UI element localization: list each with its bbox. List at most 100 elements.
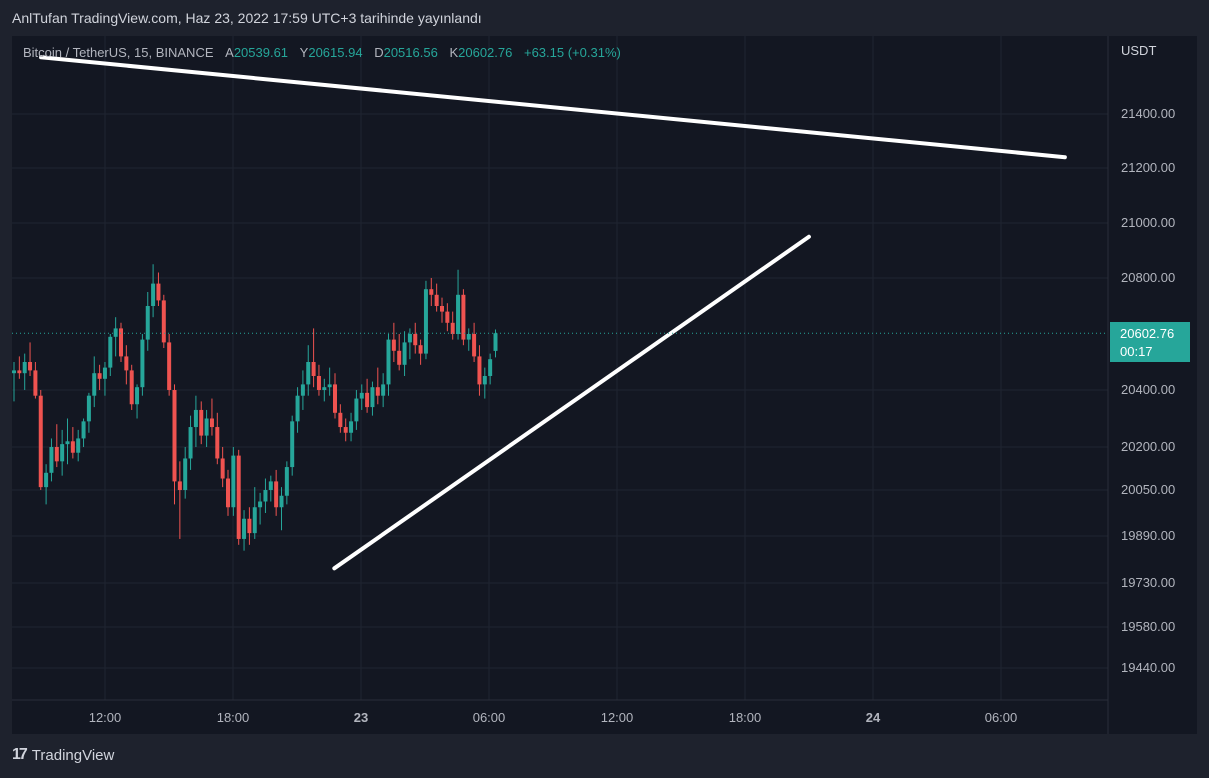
candle-body xyxy=(209,418,214,428)
candle-body xyxy=(338,412,343,428)
candle-body xyxy=(258,501,263,508)
candle-body xyxy=(124,356,129,371)
candlestick-chart[interactable]: 21400.00 21200.00 21000.00 20800.00 20400.00… xyxy=(12,36,1197,734)
candle-body xyxy=(140,339,145,388)
time-tick-label: 06:00 xyxy=(985,710,1018,725)
candle-body xyxy=(215,427,220,459)
candle-body xyxy=(413,334,418,346)
candle-body xyxy=(375,387,380,396)
candle-body xyxy=(311,362,316,376)
publication-header: AnlTufan TradingView.com, Haz 23, 2022 1… xyxy=(12,10,482,26)
candle-body xyxy=(316,376,321,390)
candle-body xyxy=(322,387,327,390)
candle-body xyxy=(456,294,461,334)
price-tick-label: 19580.00 xyxy=(1121,619,1175,634)
candle-body xyxy=(22,362,27,374)
currency-label[interactable]: USDT xyxy=(1121,43,1157,58)
candle-body xyxy=(242,518,247,539)
candle-body xyxy=(482,376,487,385)
candle-body xyxy=(38,395,43,488)
candle-body xyxy=(343,427,348,433)
candle-body xyxy=(386,339,391,385)
time-tick-label: 12:00 xyxy=(601,710,634,725)
candle-body xyxy=(33,370,38,396)
candle-body xyxy=(135,387,140,405)
candle-body xyxy=(145,306,150,340)
price-tick-label: 19730.00 xyxy=(1121,575,1175,590)
candle-body xyxy=(381,384,386,396)
candle-body xyxy=(54,447,59,462)
candle-body xyxy=(365,392,370,408)
candle-body xyxy=(274,481,279,508)
candle-body xyxy=(113,328,118,337)
legend-high-value: 20615.94 xyxy=(308,45,363,60)
price-tick-label: 21400.00 xyxy=(1121,106,1175,121)
candle-series xyxy=(12,264,498,551)
candle-body xyxy=(450,322,455,334)
candle-body xyxy=(327,384,332,388)
candle-body xyxy=(440,306,444,312)
price-axis[interactable]: 21400.00 21200.00 21000.00 20800.00 20400.00… xyxy=(1121,106,1175,675)
time-tick-label: 06:00 xyxy=(473,710,506,725)
time-tick-label: 12:00 xyxy=(89,710,122,725)
price-tick-label: 19440.00 xyxy=(1121,660,1175,675)
footer-branding[interactable]: 17 TradingView xyxy=(12,746,114,764)
time-tick-label: 23 xyxy=(354,710,368,725)
candle-body xyxy=(86,395,91,422)
candle-body xyxy=(354,398,359,422)
candle-body xyxy=(183,458,188,490)
candle-body xyxy=(263,490,268,502)
candle-body xyxy=(429,289,434,295)
candle-body xyxy=(70,441,75,453)
candle-body xyxy=(28,362,33,371)
candle-countdown: 00:17 xyxy=(1120,344,1153,359)
candle-body xyxy=(466,334,471,340)
candle-body xyxy=(60,444,65,462)
candle-body xyxy=(81,421,86,439)
candle-body xyxy=(151,283,156,306)
candle-body xyxy=(434,294,439,306)
candle-body xyxy=(247,518,252,534)
candle-body xyxy=(236,455,241,539)
candle-body xyxy=(119,328,123,357)
price-tick-label: 20800.00 xyxy=(1121,270,1175,285)
trendline xyxy=(39,55,1067,160)
trendline-layer[interactable] xyxy=(39,55,1067,571)
last-price-tag: 20602.76 00:17 xyxy=(1110,322,1190,362)
footer-brand: TradingView xyxy=(31,746,115,764)
candle-body xyxy=(488,359,493,376)
candle-body xyxy=(370,387,375,408)
candle-body xyxy=(172,390,177,482)
legend-open-label: A xyxy=(225,45,234,60)
candle-body xyxy=(391,339,396,351)
legend-open-value: 20539.61 xyxy=(233,45,289,60)
candle-body xyxy=(397,350,402,365)
candle-body xyxy=(461,294,466,340)
candle-body xyxy=(17,370,22,374)
candle-body xyxy=(423,289,428,354)
candle-body xyxy=(445,311,450,323)
price-tick-label: 20200.00 xyxy=(1121,439,1175,454)
chart-grid xyxy=(12,36,1108,700)
candle-body xyxy=(300,384,305,396)
legend-symbol: Bitcoin / TetherUS, 15, BINANCE xyxy=(23,45,214,60)
candle-body xyxy=(220,458,225,479)
candle-body xyxy=(177,481,182,490)
chart-area[interactable]: 21400.00 21200.00 21000.00 20800.00 20400.00… xyxy=(12,36,1197,734)
candle-body xyxy=(333,384,337,413)
candle-body xyxy=(472,334,477,357)
legend-high-label: Y xyxy=(299,45,309,60)
candle-body xyxy=(279,495,284,508)
time-axis[interactable]: 12:00 18:00 23 06:00 12:00 18:00 24 06:00 xyxy=(89,710,1018,725)
time-tick-label: 24 xyxy=(866,710,881,725)
time-tick-label: 18:00 xyxy=(729,710,762,725)
candle-body xyxy=(193,409,198,428)
candle-body xyxy=(167,342,172,390)
candle-body xyxy=(284,467,289,496)
candle-body xyxy=(92,373,97,396)
candle-body xyxy=(188,427,193,459)
candle-body xyxy=(76,438,81,453)
legend-close-value: 20602.76 xyxy=(458,45,513,60)
price-tick-label: 21200.00 xyxy=(1121,160,1175,175)
candle-body xyxy=(290,421,295,468)
